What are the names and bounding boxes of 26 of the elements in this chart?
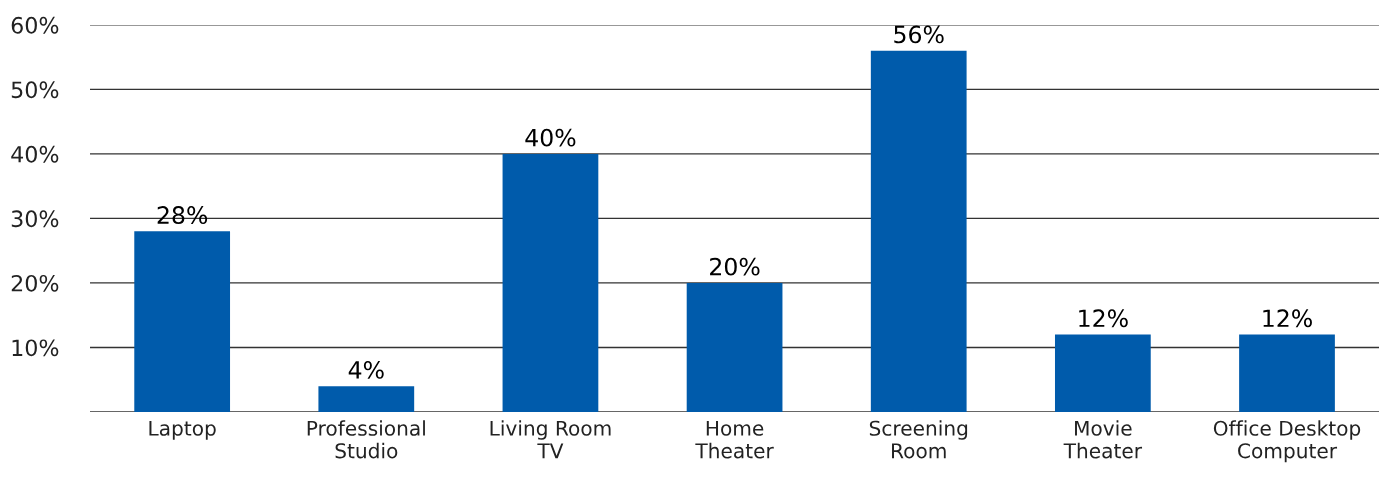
data-label: 12% bbox=[1263, 309, 1312, 328]
bar bbox=[1054, 334, 1151, 412]
y-tick-label: 60% bbox=[11, 16, 59, 34]
y-tick-label: 20% bbox=[11, 274, 59, 292]
y-tick-label: 40% bbox=[11, 145, 59, 163]
bar bbox=[686, 282, 783, 412]
data-label: 12% bbox=[1079, 309, 1128, 328]
bar bbox=[318, 386, 415, 412]
y-tick-label: 50% bbox=[11, 81, 59, 99]
x-tick-label: Laptop bbox=[149, 420, 216, 440]
x-tick-label: Living Room TV bbox=[490, 420, 611, 459]
x-tick-label: Screening Room bbox=[869, 420, 968, 459]
x-tick-label: Home Theater bbox=[695, 420, 774, 459]
data-label: 40% bbox=[525, 128, 576, 147]
data-label: 56% bbox=[894, 25, 944, 44]
bar bbox=[134, 231, 231, 412]
bar bbox=[502, 153, 599, 412]
data-label: 4% bbox=[348, 360, 384, 379]
data-label: 20% bbox=[710, 257, 760, 276]
y-tick-label: 10% bbox=[12, 339, 59, 357]
x-tick-label: Professional Studio bbox=[307, 420, 425, 459]
bar bbox=[870, 50, 967, 412]
bar bbox=[1239, 334, 1335, 412]
x-tick-label: Movie Theater bbox=[1063, 420, 1143, 459]
x-tick-label: Office Desktop Computer bbox=[1213, 420, 1361, 463]
y-tick-label: 30% bbox=[11, 210, 59, 228]
